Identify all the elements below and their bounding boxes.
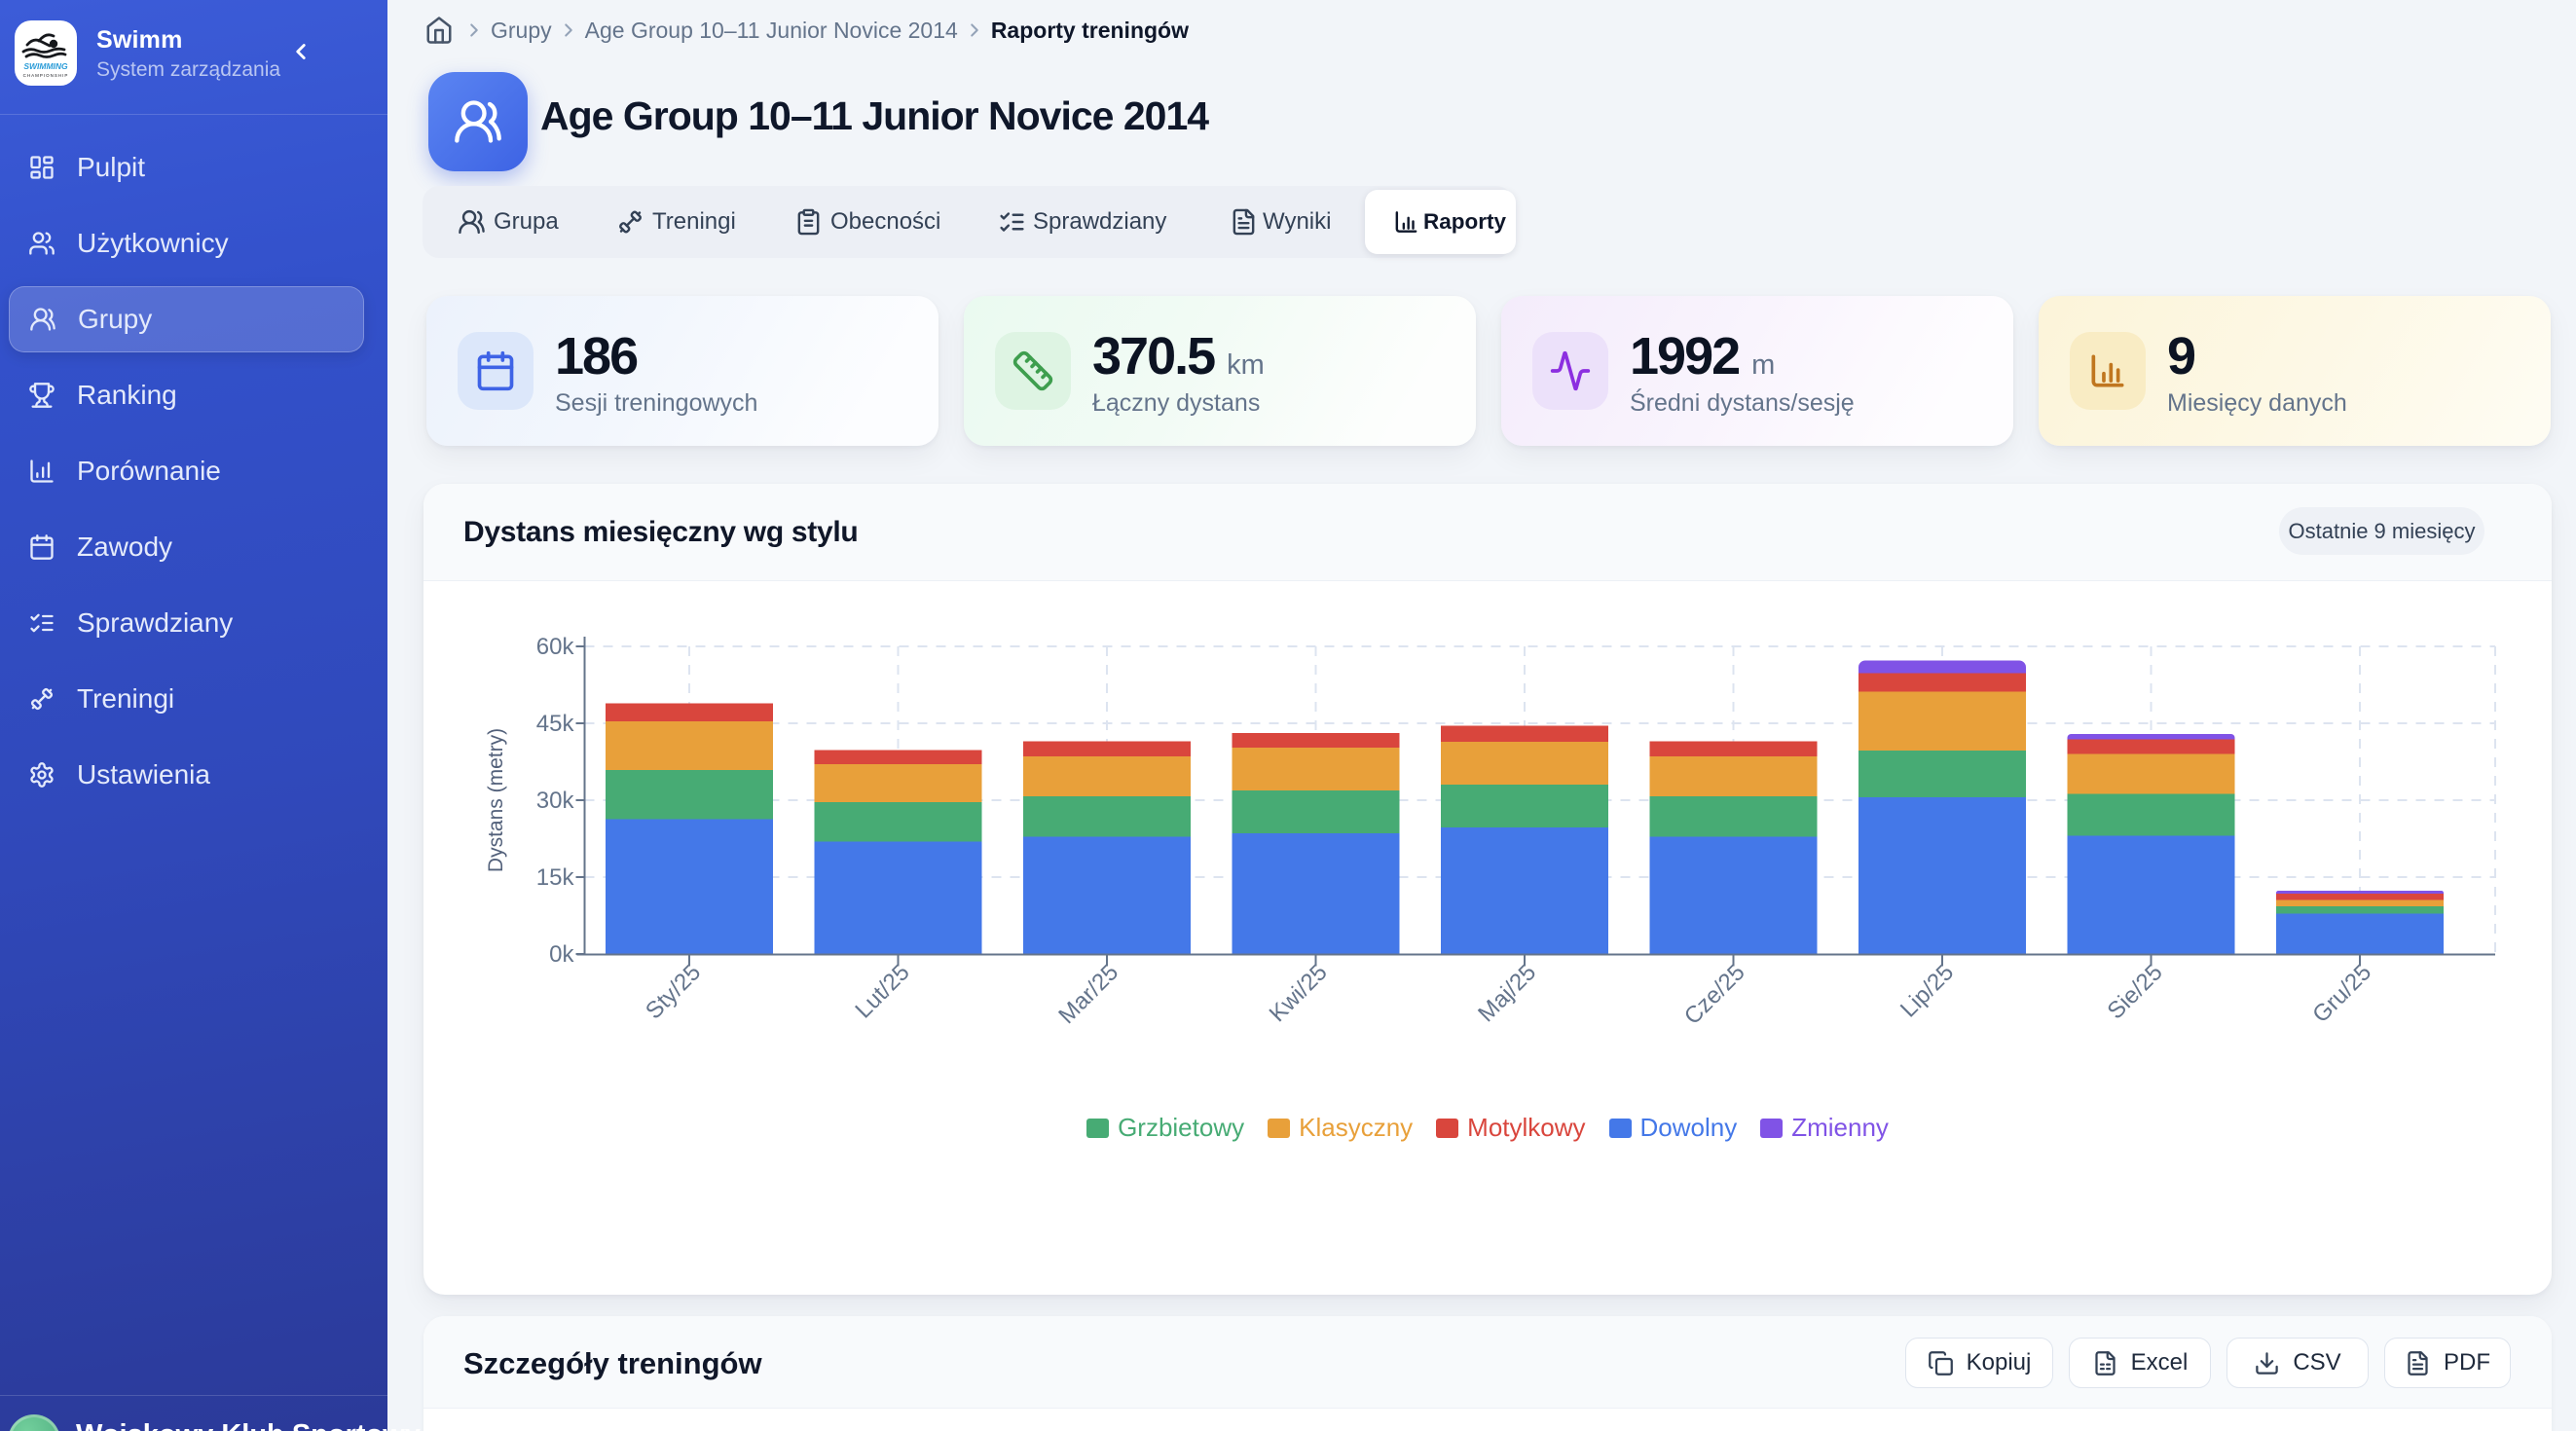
svg-text:Cze/25: Cze/25 [1679,959,1750,1030]
svg-text:Sty/25: Sty/25 [641,959,706,1024]
svg-text:60k: 60k [536,634,575,660]
svg-text:Maj/25: Maj/25 [1473,959,1541,1027]
svg-text:0k: 0k [549,941,574,968]
svg-text:Mar/25: Mar/25 [1053,959,1123,1029]
svg-text:30k: 30k [536,788,575,814]
svg-text:Gru/25: Gru/25 [2307,959,2376,1028]
svg-text:CHAMPIONSHIP: CHAMPIONSHIP [23,73,69,78]
svg-text:15k: 15k [536,864,575,891]
svg-text:Dystans (metry): Dystans (metry) [485,728,507,872]
svg-text:Lut/25: Lut/25 [850,959,914,1023]
svg-text:Lip/25: Lip/25 [1895,959,1959,1022]
svg-text:Kwi/25: Kwi/25 [1265,959,1333,1027]
svg-text:45k: 45k [536,711,575,737]
svg-text:SWIMMING: SWIMMING [23,61,68,71]
svg-text:Sie/25: Sie/25 [2103,959,2168,1024]
